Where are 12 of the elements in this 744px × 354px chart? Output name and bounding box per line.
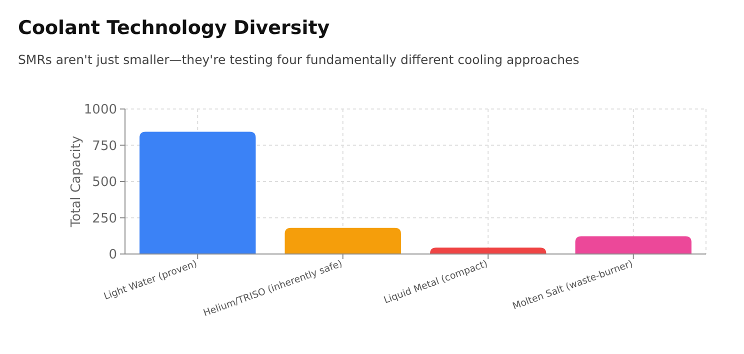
chart-title: Coolant Technology Diversity bbox=[18, 17, 330, 39]
bar bbox=[140, 132, 256, 254]
y-tick-label: 250 bbox=[92, 211, 117, 226]
y-tick-label: 0 bbox=[108, 248, 117, 263]
bar bbox=[575, 236, 692, 254]
bar bbox=[430, 248, 546, 254]
bar bbox=[284, 228, 401, 254]
y-tick-label: 500 bbox=[92, 175, 117, 190]
y-tick-label: 1000 bbox=[84, 102, 117, 118]
y-axis-title: Total Capacity bbox=[69, 136, 84, 228]
chart-subtitle: SMRs aren't just smaller—they're testing four fundamentally different cooling approaches bbox=[18, 52, 580, 67]
y-tick-label: 750 bbox=[92, 138, 117, 154]
